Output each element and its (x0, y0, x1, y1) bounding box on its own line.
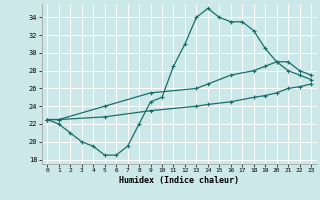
X-axis label: Humidex (Indice chaleur): Humidex (Indice chaleur) (119, 176, 239, 185)
